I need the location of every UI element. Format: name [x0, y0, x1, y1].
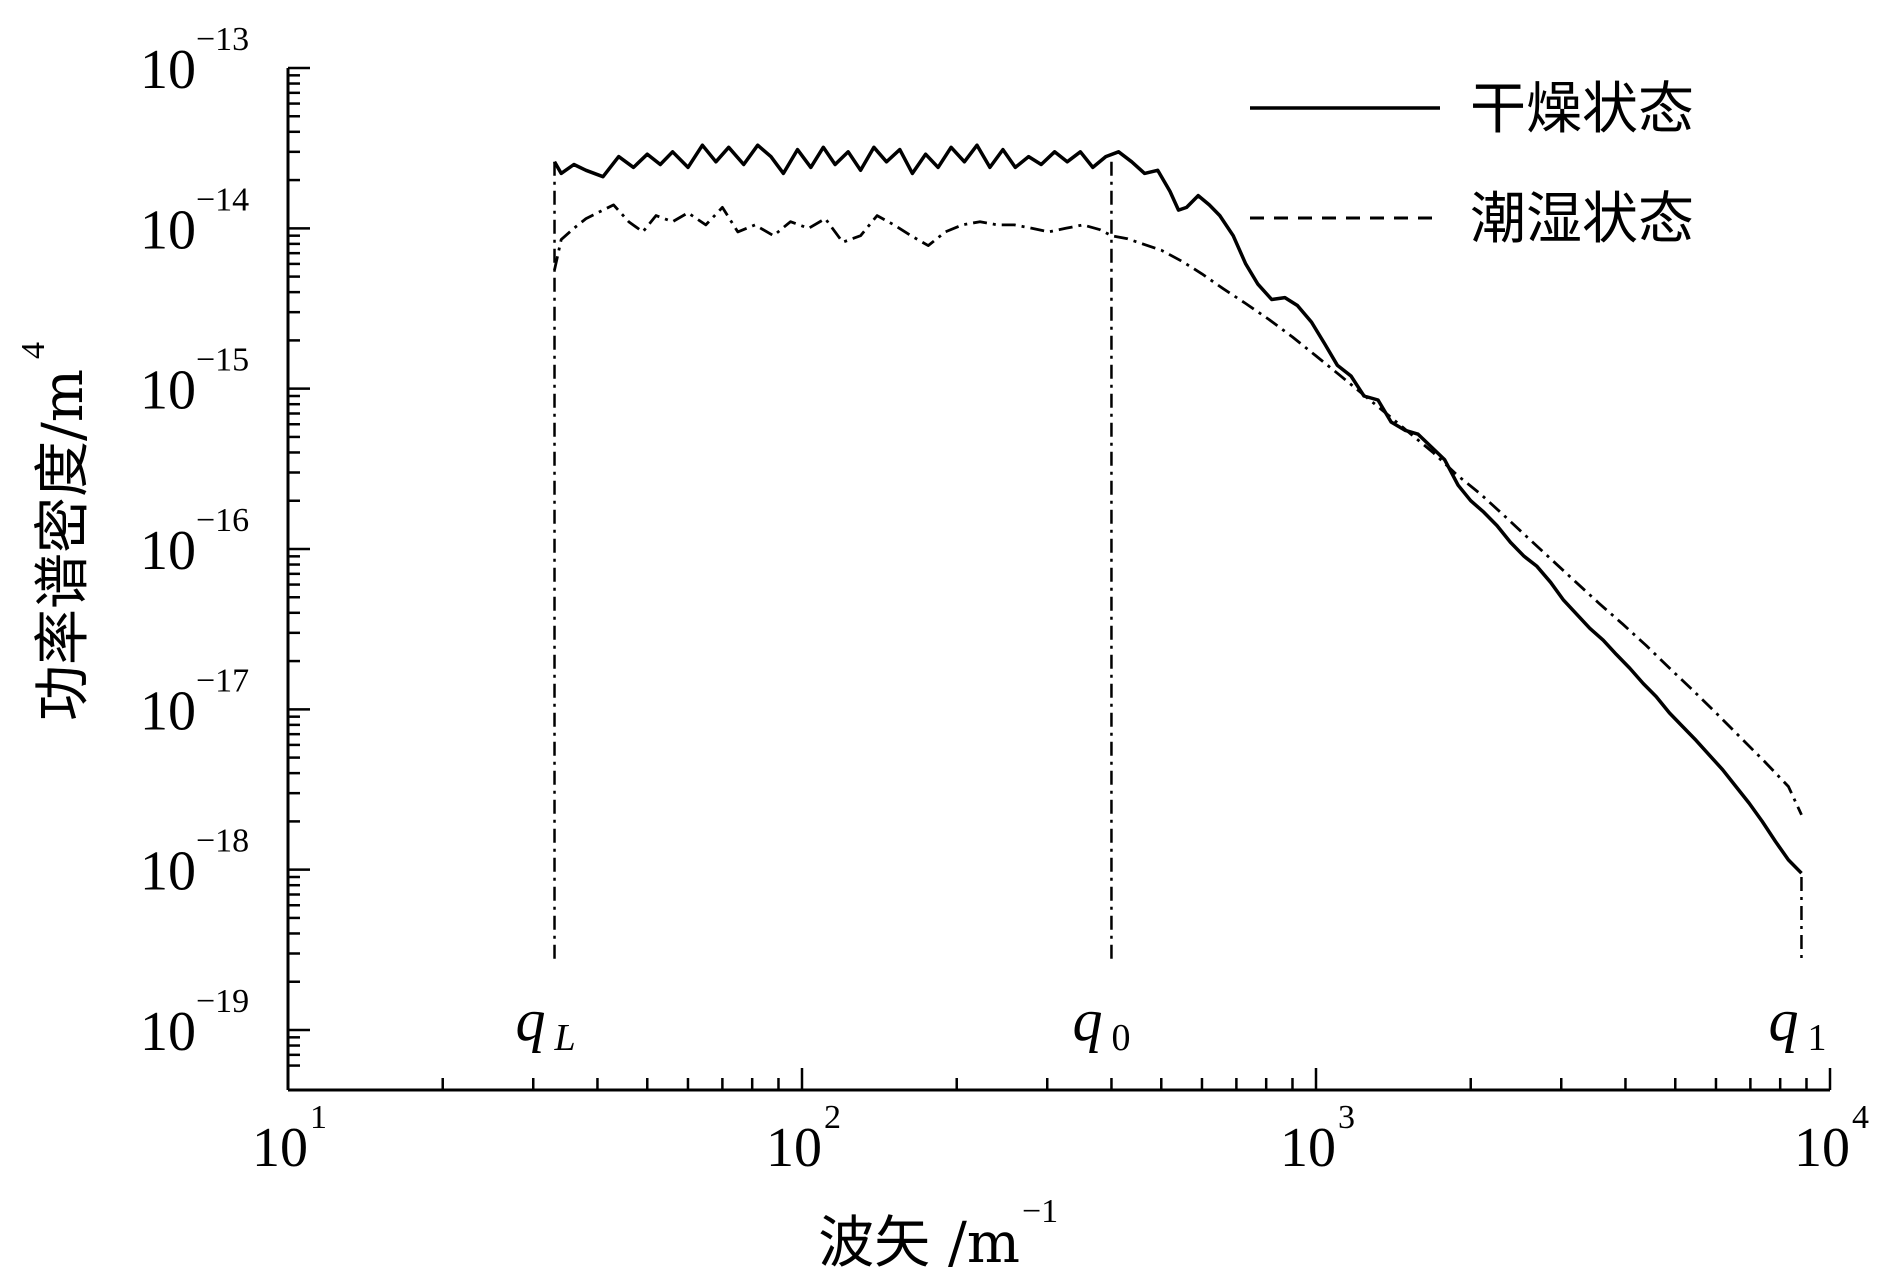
marker-label-sub: 1 [1807, 1017, 1826, 1059]
y-tick-label: 10 [140, 360, 196, 422]
marker-label: q [1072, 987, 1102, 1053]
x-axis-title: 波矢 /m [818, 1211, 1020, 1276]
x-tick-label: 10 [252, 1117, 308, 1179]
marker-label: q [516, 987, 546, 1053]
y-tick-label: 10 [140, 39, 196, 101]
y-axis-title: 功率谱密度/m [31, 369, 96, 721]
marker-label-sub: 0 [1111, 1017, 1130, 1059]
y-tick-label-exp: −14 [196, 181, 249, 218]
series-line-2 [553, 203, 1803, 816]
axes [286, 68, 1830, 1092]
x-tick-label-exp: 1 [310, 1099, 327, 1136]
x-tick-label: 10 [766, 1117, 822, 1179]
y-tick-label-exp: −13 [196, 21, 249, 58]
series-line-1 [552, 143, 1803, 875]
y-tick-label-exp: −19 [196, 983, 249, 1020]
x-axis-title-text: 波矢 /m [818, 1211, 1020, 1276]
y-tick-label-exp: −18 [196, 823, 249, 860]
legend-label: 潮湿状态 [1470, 187, 1694, 252]
y-tick-label: 10 [140, 520, 196, 582]
series-lines [552, 143, 1803, 875]
x-axis-ticks: 10 1 10 2 10 3 10 4 [252, 1068, 1869, 1179]
x-tick-label: 10 [1794, 1117, 1850, 1179]
y-axis-title-exp: 4 [15, 342, 52, 359]
y-tick-label: 10 [140, 841, 196, 903]
x-axis-title-exp: −1 [1022, 1193, 1058, 1230]
marker-label-sub: L [554, 1017, 576, 1059]
marker-label: q [1768, 987, 1798, 1053]
y-tick-label-exp: −17 [196, 662, 249, 699]
y-tick-label-exp: −15 [196, 342, 249, 379]
x-tick-label-exp: 4 [1852, 1099, 1869, 1136]
x-tick-label-exp: 2 [824, 1099, 841, 1136]
x-tick-label-exp: 3 [1338, 1099, 1355, 1136]
y-tick-label: 10 [140, 680, 196, 742]
legend-label: 干燥状态 [1470, 77, 1694, 142]
y-tick-label-exp: −16 [196, 502, 249, 539]
y-tick-label: 10 [140, 199, 196, 261]
y-tick-label: 10 [140, 1001, 196, 1063]
x-tick-label: 10 [1280, 1117, 1336, 1179]
